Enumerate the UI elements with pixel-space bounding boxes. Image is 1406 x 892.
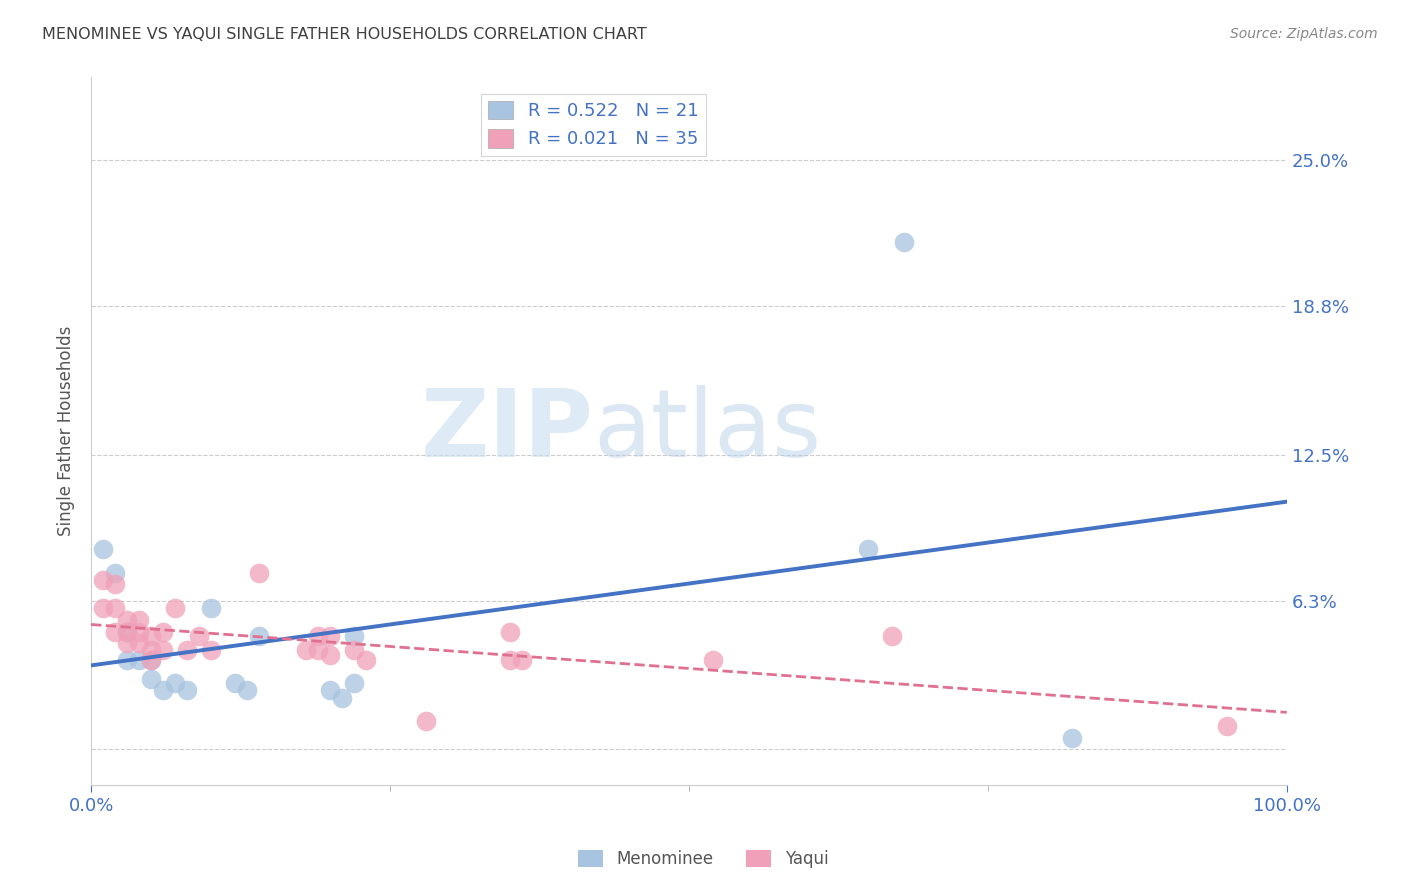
Point	[139, 643, 162, 657]
Point	[498, 653, 520, 667]
Point	[200, 601, 222, 615]
Point	[152, 643, 174, 657]
Point	[343, 676, 366, 690]
Point	[343, 629, 366, 643]
Point	[343, 643, 366, 657]
Point	[91, 601, 114, 615]
Point	[307, 643, 329, 657]
Point	[139, 672, 162, 686]
Point	[139, 629, 162, 643]
Point	[319, 683, 342, 698]
Point	[235, 683, 257, 698]
Point	[163, 601, 186, 615]
Point	[330, 690, 353, 705]
Point	[104, 624, 127, 639]
Point	[163, 676, 186, 690]
Text: Source: ZipAtlas.com: Source: ZipAtlas.com	[1230, 27, 1378, 41]
Point	[128, 613, 150, 627]
Point	[415, 714, 437, 728]
Point	[128, 624, 150, 639]
Point	[104, 577, 127, 591]
Point	[91, 541, 114, 556]
Point	[128, 636, 150, 650]
Point	[510, 653, 533, 667]
Point	[882, 629, 904, 643]
Point	[200, 643, 222, 657]
Legend: R = 0.522   N = 21, R = 0.021   N = 35: R = 0.522 N = 21, R = 0.021 N = 35	[481, 94, 706, 156]
Point	[139, 653, 162, 667]
Point	[187, 629, 209, 643]
Point	[152, 683, 174, 698]
Point	[319, 648, 342, 662]
Point	[115, 624, 138, 639]
Point	[176, 643, 198, 657]
Point	[139, 653, 162, 667]
Point	[176, 683, 198, 698]
Y-axis label: Single Father Households: Single Father Households	[58, 326, 75, 536]
Point	[354, 653, 377, 667]
Point	[702, 653, 724, 667]
Point	[1060, 731, 1083, 745]
Point	[104, 601, 127, 615]
Point	[115, 636, 138, 650]
Point	[128, 653, 150, 667]
Point	[319, 629, 342, 643]
Point	[307, 629, 329, 643]
Point	[115, 624, 138, 639]
Point	[1216, 719, 1239, 733]
Point	[152, 624, 174, 639]
Text: MENOMINEE VS YAQUI SINGLE FATHER HOUSEHOLDS CORRELATION CHART: MENOMINEE VS YAQUI SINGLE FATHER HOUSEHO…	[42, 27, 647, 42]
Point	[115, 613, 138, 627]
Point	[498, 624, 520, 639]
Point	[295, 643, 318, 657]
Text: atlas: atlas	[593, 385, 821, 477]
Point	[91, 573, 114, 587]
Point	[115, 653, 138, 667]
Legend: Menominee, Yaqui: Menominee, Yaqui	[571, 843, 835, 875]
Point	[858, 541, 880, 556]
Point	[247, 566, 270, 580]
Text: ZIP: ZIP	[420, 385, 593, 477]
Point	[104, 566, 127, 580]
Point	[247, 629, 270, 643]
Point	[893, 235, 915, 250]
Point	[224, 676, 246, 690]
